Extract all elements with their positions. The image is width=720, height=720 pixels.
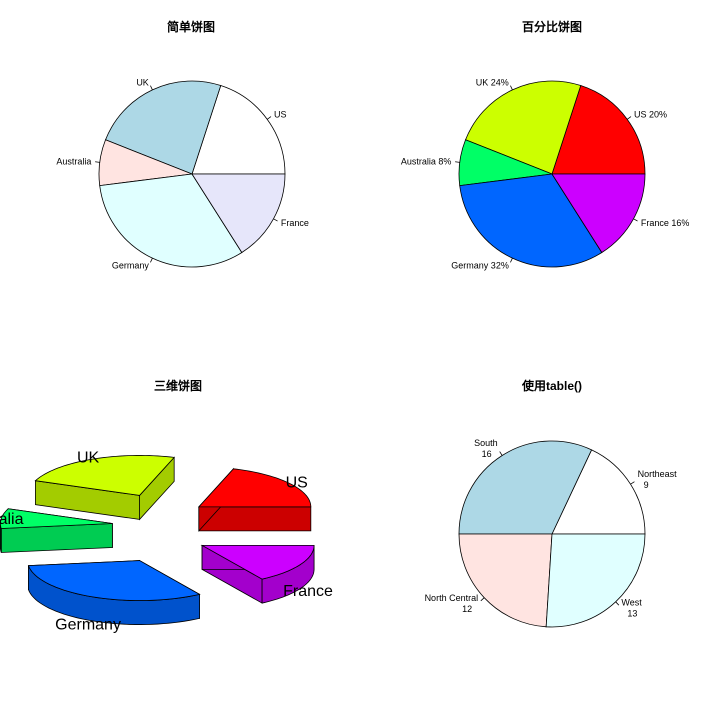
- pie1-label-germany: Germany 32%: [451, 261, 509, 271]
- pie2-slice-france: [200, 544, 315, 604]
- pie2-slice-germany: [27, 559, 201, 625]
- pie0-label-australia: Australia: [56, 156, 91, 166]
- pie0-tick-france: [273, 218, 278, 222]
- pie1-label-france: France 16%: [641, 218, 690, 228]
- pie1-label-australia: Australia 8%: [401, 156, 452, 166]
- pie-percent: US 20% UK 24% Australia 8% Germany 32% Franc…: [401, 77, 689, 270]
- pie2-label-australia: Australia: [0, 511, 24, 528]
- pie0-tick-germany: [150, 257, 153, 263]
- pie1-tick-france: [633, 218, 638, 222]
- pie2-slice-australia: [0, 508, 113, 553]
- pie3-tick-west: [615, 601, 620, 606]
- chart-title-table: 使用table(): [521, 378, 582, 393]
- pie0-tick-uk: [150, 85, 153, 91]
- pie0-label-uk: UK: [136, 77, 149, 87]
- pie2-slice-uk: [34, 455, 175, 521]
- pie1-label-uk: UK 24%: [476, 77, 509, 87]
- pie1-label-us: US 20%: [634, 109, 667, 119]
- chart-title-percent: 百分比饼图: [522, 19, 582, 34]
- pie1-slice-france: [551, 173, 646, 254]
- pie1-tick-uk: [510, 85, 513, 91]
- chart-title-3d: 三维饼图: [154, 378, 202, 393]
- pie3-slice-west: [545, 533, 646, 628]
- pie-simple: US UK Australia Germany France: [56, 77, 308, 270]
- pie0-tick-australia: [95, 161, 100, 163]
- pie2-label-uk: UK: [77, 449, 100, 466]
- pie0-label-france: France: [281, 218, 309, 228]
- pie2-label-france: France: [283, 583, 333, 600]
- pie1-tick-us: [627, 116, 632, 120]
- pie3-tick-north-central: [480, 597, 485, 602]
- pie2-label-germany: Germany: [55, 617, 121, 634]
- pie-table: Northeast 9 South 16 North Central 12 West 13: [425, 438, 678, 628]
- pie0-label-germany: Germany: [112, 261, 150, 271]
- pie0-label-us: US: [274, 109, 287, 119]
- pie3-label-north-central: North Central 12: [425, 593, 479, 614]
- pie-3d: US UK Australia Germany France: [0, 449, 333, 634]
- pie3-slice-north-central: [458, 533, 553, 628]
- chart-title-simple: 简单饼图: [167, 19, 215, 34]
- pie3-label-south: South 16: [474, 438, 498, 459]
- pie1-tick-germany: [510, 257, 513, 263]
- pie3-label-northeast: Northeast 9: [638, 469, 678, 490]
- pie1-slice-us: [551, 85, 646, 175]
- pie0-slice-us: [191, 85, 286, 175]
- pie0-tick-us: [267, 116, 272, 120]
- pie0-slice-france: [191, 173, 286, 254]
- pie3-tick-northeast: [630, 481, 635, 485]
- pie3-tick-south: [499, 451, 503, 456]
- pie2-slice-us: [197, 467, 312, 532]
- pie3-label-west: West 13: [621, 597, 642, 618]
- pie2-label-us: US: [286, 474, 308, 491]
- pie1-tick-australia: [455, 161, 460, 163]
